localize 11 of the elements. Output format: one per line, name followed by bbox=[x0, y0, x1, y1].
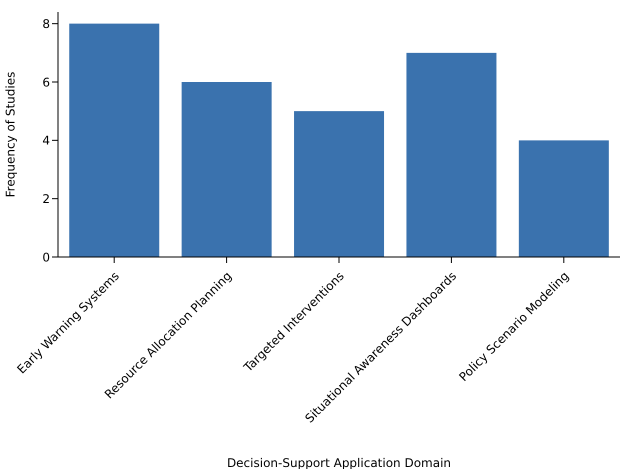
bar bbox=[294, 111, 384, 257]
bar bbox=[518, 140, 609, 257]
y-tick-label: 6 bbox=[42, 75, 50, 90]
y-tick-label: 4 bbox=[42, 134, 50, 148]
y-tick-label: 2 bbox=[42, 192, 50, 206]
y-tick-label: 8 bbox=[42, 16, 50, 31]
bar bbox=[182, 82, 272, 257]
y-tick-label: 0 bbox=[42, 250, 50, 264]
bar bbox=[69, 24, 160, 257]
y-axis-title: Frequency of Studies bbox=[3, 72, 18, 198]
bar bbox=[406, 52, 496, 257]
